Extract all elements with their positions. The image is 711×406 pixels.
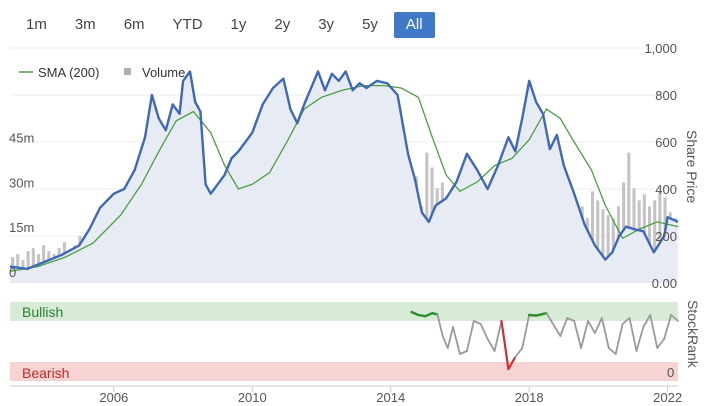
stockrank-segment xyxy=(436,313,444,337)
price-tick-label: 200 xyxy=(655,229,677,244)
x-tick-label: 2018 xyxy=(515,390,544,405)
stockrank-segment xyxy=(670,314,679,322)
range-button-ytd[interactable]: YTD xyxy=(172,16,203,33)
volume-bar xyxy=(606,215,610,283)
range-button-6m[interactable]: 6m xyxy=(123,16,145,33)
stockrank-segment xyxy=(479,323,489,340)
price-tick-label: 800 xyxy=(655,88,677,103)
x-tick-label: 2010 xyxy=(238,390,267,405)
stockrank-line xyxy=(410,310,679,371)
stockrank-segment xyxy=(594,317,603,334)
volume-tick-label: 30m xyxy=(9,175,34,190)
price-tick-label: 1,000 xyxy=(644,41,677,56)
x-axis-ticks: 2006 2010 2014 2018 2022 xyxy=(99,386,682,405)
bullish-band xyxy=(10,302,678,321)
sma-200-line xyxy=(9,84,679,272)
stockrank-segment xyxy=(614,323,624,355)
bearish-label: Bearish xyxy=(22,365,69,381)
stockrank-segment xyxy=(600,317,610,349)
volume-bar xyxy=(601,209,605,283)
stockrank-segment xyxy=(621,317,631,325)
stockrank-segment xyxy=(642,314,652,328)
stockrank-segment xyxy=(472,320,482,325)
x-tick-label: 2022 xyxy=(653,390,682,405)
stockrank-segment xyxy=(441,335,449,349)
stockrank-segment xyxy=(580,320,589,349)
price-tick-label: 400 xyxy=(655,182,677,197)
range-button-1y[interactable]: 1y xyxy=(230,16,247,33)
stockrank-panel: Bullish Bearish 0 StockRank xyxy=(10,300,701,381)
x-tick-label: 2014 xyxy=(376,390,405,405)
stockrank-axis-title: StockRank xyxy=(685,300,701,369)
bullish-label: Bullish xyxy=(22,304,63,320)
stockrank-segment xyxy=(514,347,524,358)
stockrank-segment xyxy=(493,320,503,352)
stockrank-segment xyxy=(446,326,454,349)
stockrank-segment xyxy=(410,310,420,317)
range-button-all[interactable]: All xyxy=(393,12,435,38)
stockrank-segment xyxy=(500,319,510,371)
stockrank-segment xyxy=(656,338,666,349)
volume-bar xyxy=(591,191,595,283)
range-button-2y[interactable]: 2y xyxy=(274,16,291,33)
range-button-1m[interactable]: 1m xyxy=(26,16,47,33)
price-area xyxy=(10,71,678,283)
x-tick-label: 2006 xyxy=(99,390,128,405)
stockrank-segment xyxy=(559,317,569,337)
chart-legend: SMA (200) Volume xyxy=(19,65,185,80)
volume-tick-label: 0 xyxy=(9,265,16,280)
volume-bar xyxy=(627,152,631,283)
stockrank-segment xyxy=(452,326,461,355)
stockrank-segment xyxy=(486,338,496,352)
range-button-3y[interactable]: 3y xyxy=(318,16,335,33)
price-axis-ticks: 1,000 800 600 400 200 0.00 xyxy=(644,41,677,291)
stockrank-segment xyxy=(545,312,562,337)
legend-sma-label[interactable]: SMA (200) xyxy=(38,65,99,80)
stockrank-segment xyxy=(649,314,659,349)
volume-bar xyxy=(596,200,600,283)
stockrank-segment xyxy=(573,320,582,349)
stockrank-segment xyxy=(424,312,434,318)
price-tick-label: 0.00 xyxy=(652,276,677,291)
stockrank-scale-zero: 0 xyxy=(667,365,674,380)
stockrank-segment xyxy=(534,312,548,317)
volume-axis-ticks: 45m 30m 15m 0 xyxy=(9,131,34,280)
price-tick-label: 600 xyxy=(655,135,677,150)
volume-bar xyxy=(658,191,662,283)
range-button-3m[interactable]: 3m xyxy=(74,16,96,33)
stockrank-segment xyxy=(507,355,517,371)
range-button-5y[interactable]: 5y xyxy=(362,16,378,33)
stockrank-segment xyxy=(663,314,672,340)
stockrank-segment xyxy=(635,326,645,352)
stockrank-segment xyxy=(607,347,617,355)
stockrank-segment xyxy=(566,317,576,322)
stockrank-segment xyxy=(628,317,638,352)
stockrank-segment xyxy=(587,320,596,334)
bearish-band xyxy=(10,362,678,381)
volume-bar xyxy=(26,251,30,283)
stockrank-segment xyxy=(521,314,531,349)
volume-bar xyxy=(653,200,657,283)
share-price-line xyxy=(9,70,679,271)
legend-volume-label[interactable]: Volume xyxy=(142,65,185,80)
time-range-selector: 1m 3m 6m YTD 1y 2y 3y 5y All xyxy=(14,12,439,40)
stockrank-segment xyxy=(465,320,475,352)
stockrank-segment xyxy=(459,350,468,355)
price-axis-title: Share Price xyxy=(684,130,700,203)
volume-tick-label: 15m xyxy=(9,220,34,235)
volume-tick-label: 45m xyxy=(9,131,34,146)
legend-volume-swatch xyxy=(124,68,131,75)
